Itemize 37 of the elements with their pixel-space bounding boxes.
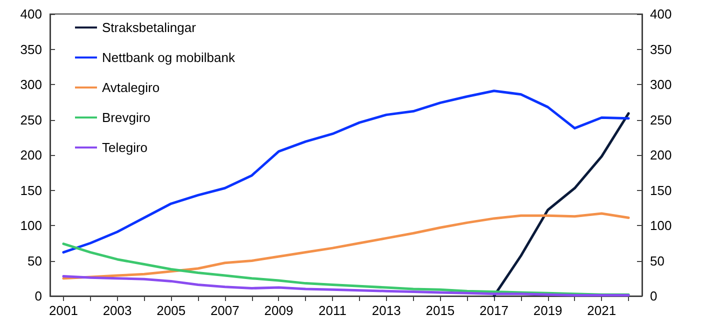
y-tick-label: 200 — [20, 148, 42, 162]
y2-tick-label: 0 — [650, 288, 658, 304]
y-tick-label: 0 — [34, 288, 42, 304]
x-tick-label: 2011 — [318, 303, 347, 318]
y2-tick-label: 100 — [650, 218, 672, 233]
y-tick-label: 150 — [20, 182, 42, 198]
y-tick-label: 250 — [20, 112, 42, 128]
y-tick-label: 400 — [20, 6, 42, 22]
y2-tick-label: 350 — [650, 42, 672, 57]
x-tick-label: 2001 — [48, 303, 78, 318]
y-tick-label: 300 — [20, 77, 42, 92]
x-tick-label: 2019 — [533, 303, 562, 318]
x-tick-label: 2013 — [372, 303, 401, 318]
line-series — [62, 275, 630, 297]
legend-label: Straksbetalingar — [102, 20, 197, 35]
y2-tick-label: 200 — [650, 148, 672, 162]
legend-label: Telegiro — [102, 140, 148, 155]
y2-tick-label: 400 — [650, 6, 672, 22]
x-tick-label: 2005 — [156, 303, 186, 318]
y2-tick-label: 50 — [650, 253, 664, 268]
x-tick-label: 2015 — [426, 303, 455, 318]
y2-tick-label: 250 — [650, 112, 672, 128]
x-tick-label: 2003 — [102, 303, 132, 318]
y-tick-label: 100 — [20, 218, 42, 233]
x-tick-label: 2009 — [264, 303, 294, 318]
line-series — [492, 112, 630, 298]
y-tick-label: 50 — [28, 253, 42, 268]
line-series — [62, 212, 630, 280]
x-tick-label: 2021 — [587, 303, 616, 318]
legend-label: Brevgiro — [102, 110, 150, 125]
y2-tick-label: 150 — [650, 182, 672, 198]
legend-label: Nettbank og mobilbank — [102, 50, 236, 65]
legend-label: Avtalegiro — [102, 80, 160, 95]
x-tick-label: 2007 — [210, 303, 240, 318]
y2-tick-label: 300 — [650, 77, 672, 92]
x-tick-label: 2017 — [480, 303, 508, 318]
y-tick-label: 350 — [20, 42, 42, 57]
